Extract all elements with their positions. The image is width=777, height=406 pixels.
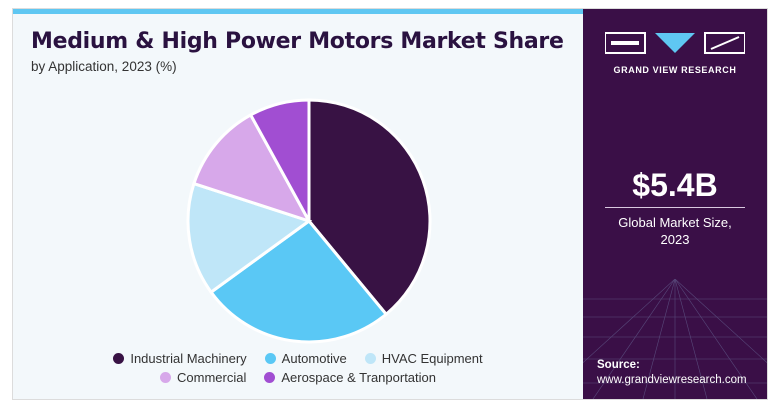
- legend-swatch: [364, 353, 376, 364]
- legend-item-hvac-equipment: HVAC Equipment: [364, 351, 483, 366]
- legend-label: Automotive: [281, 351, 347, 366]
- source-label: Source:: [597, 359, 640, 371]
- market-size-label-line1: Global Market Size,: [618, 215, 732, 230]
- accent-bar: [13, 9, 583, 14]
- legend-label: HVAC Equipment: [381, 351, 483, 366]
- legend-swatch: [264, 353, 276, 364]
- market-size-label-line2: 2023: [660, 232, 690, 247]
- chart-title: Medium & High Power Motors Market Share: [31, 29, 564, 54]
- pie-slice-automotive: [209, 218, 389, 344]
- pie-slice-hvac-equipment: [186, 181, 313, 295]
- chart-card: Medium & High Power Motors Market Share …: [12, 8, 768, 400]
- divider: [605, 207, 745, 208]
- grid-decoration: [583, 279, 767, 399]
- legend-item-automotive: Automotive: [264, 351, 347, 366]
- chart-subtitle: by Application, 2023 (%): [31, 59, 177, 74]
- pie-slice-commercial: [192, 112, 313, 224]
- pie-chart: [186, 98, 432, 344]
- legend-row-2: Commercial Aerospace & Tranportation: [13, 370, 583, 385]
- legend-swatch: [113, 353, 125, 364]
- legend-label: Aerospace & Tranportation: [281, 370, 436, 385]
- legend-row-1: Industrial Machinery Automotive HVAC Equ…: [13, 351, 583, 366]
- legend-swatch: [160, 372, 171, 383]
- legend-item-aerospace: Aerospace & Tranportation: [264, 370, 436, 385]
- pie-slice-aerospace: [248, 98, 311, 222]
- brand-logo-icon: [605, 32, 745, 54]
- pie-slice-industrial-machinery: [307, 98, 432, 317]
- legend-item-industrial-machinery: Industrial Machinery: [113, 351, 247, 366]
- legend-label: Commercial: [177, 370, 247, 385]
- legend: Industrial Machinery Automotive HVAC Equ…: [13, 351, 583, 389]
- side-panel: GRAND VIEW RESEARCH $5.4B Global Market …: [583, 9, 767, 399]
- source-note: Source: www.grandviewresearch.com: [597, 358, 747, 388]
- market-size-value: $5.4B: [632, 167, 718, 203]
- legend-item-commercial: Commercial: [160, 370, 246, 385]
- source-url: www.grandviewresearch.com: [597, 374, 747, 386]
- legend-swatch: [264, 372, 276, 383]
- market-size-label: Global Market Size, 2023: [583, 214, 767, 248]
- brand-name: GRAND VIEW RESEARCH: [613, 65, 737, 75]
- legend-label: Industrial Machinery: [130, 351, 247, 366]
